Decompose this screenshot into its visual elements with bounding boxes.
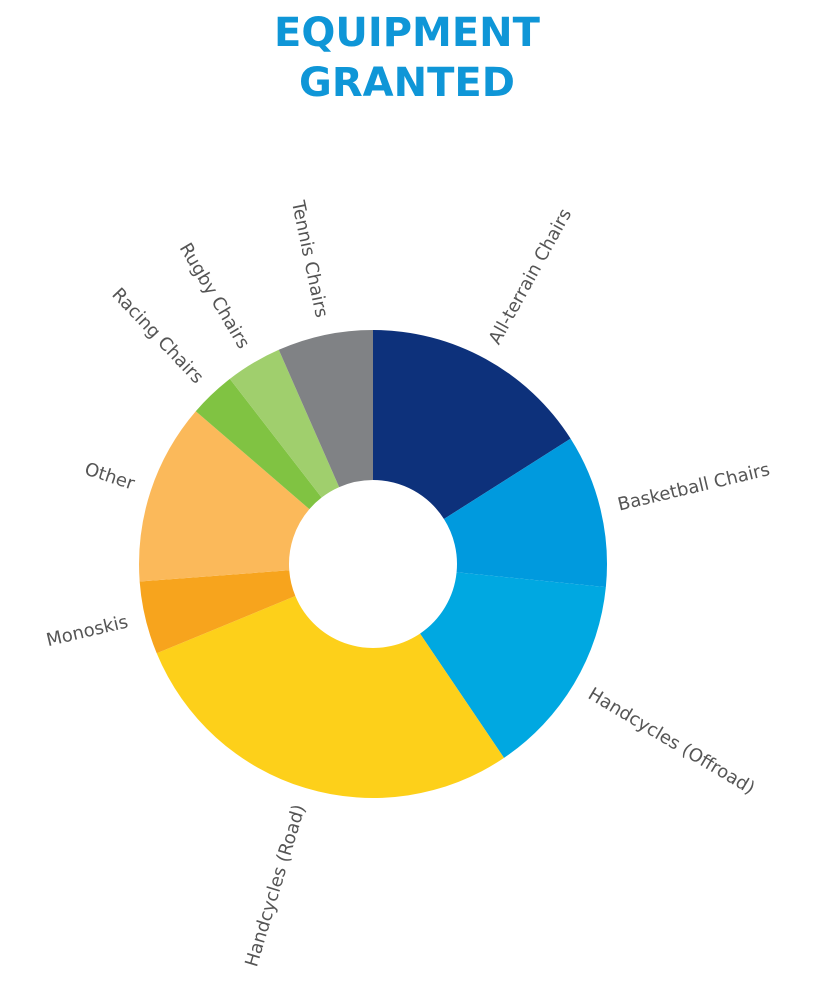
slice-all-terrain-chairs bbox=[373, 330, 571, 520]
title-line-2: GRANTED bbox=[299, 60, 515, 106]
slice-tennis-chairs bbox=[278, 330, 373, 488]
slice-handcycles-offroad bbox=[420, 572, 606, 758]
slice-monoskis bbox=[139, 570, 296, 654]
label-racing-chairs: Racing Chairs bbox=[107, 284, 207, 388]
label-handcycles-offroad: Handcycles (Offroad) bbox=[584, 684, 758, 799]
label-other: Other bbox=[82, 459, 138, 495]
slices-group bbox=[139, 330, 607, 798]
slice-other bbox=[139, 411, 310, 582]
label-basketball-chairs: Basketball Chairs bbox=[616, 459, 772, 515]
label-rugby-chairs: Rugby Chairs bbox=[175, 239, 254, 352]
label-monoskis: Monoskis bbox=[44, 612, 130, 652]
slice-handcycles-road bbox=[156, 596, 505, 798]
label-tennis-chairs: Tennis Chairs bbox=[287, 198, 332, 319]
slice-basketball-chairs bbox=[443, 438, 607, 588]
label-all-terrain-chairs: All-terrain Chairs bbox=[485, 205, 576, 348]
slice-racing-chairs bbox=[195, 378, 322, 510]
slice-rugby-chairs bbox=[229, 349, 340, 498]
title-line-1: EQUIPMENT bbox=[274, 10, 540, 56]
label-handcycles-road: Handcycles (Road) bbox=[241, 802, 310, 969]
